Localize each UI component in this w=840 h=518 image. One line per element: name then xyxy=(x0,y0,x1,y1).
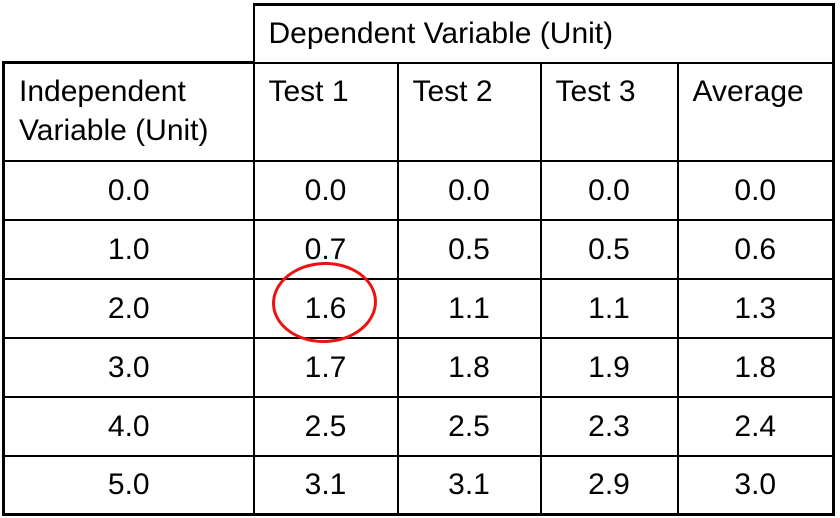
table-cell: 1.7 xyxy=(252,336,399,398)
group-header-row: Dependent Variable (Unit) xyxy=(3,3,835,64)
table-cell: 1.1 xyxy=(396,277,542,339)
column-header-test-2: Test 2 xyxy=(396,61,542,162)
table-cell: 0.0 xyxy=(676,159,835,221)
table-cell: 2.5 xyxy=(252,395,399,457)
table-cell-circled: 1.6 xyxy=(252,277,399,339)
dependent-variable-group-header: Dependent Variable (Unit) xyxy=(252,3,835,64)
table-row: 2.0 1.6 1.1 1.1 1.3 xyxy=(2,277,835,339)
table-cell: 3.1 xyxy=(252,454,399,516)
table-row: 1.0 0.7 0.5 0.5 0.6 xyxy=(2,218,835,280)
table-cell: 1.3 xyxy=(676,277,835,339)
table-cell: 2.5 xyxy=(396,395,542,457)
row-header-cell: 1.0 xyxy=(2,218,255,280)
empty-corner-cell xyxy=(3,4,255,64)
table-cell: 2.3 xyxy=(539,395,679,457)
independent-variable-header: Independent Variable (Unit) xyxy=(2,61,255,162)
table-cell: 1.9 xyxy=(539,336,679,398)
row-header-cell: 0.0 xyxy=(2,159,255,221)
table-cell: 0.7 xyxy=(252,218,399,280)
row-header-cell: 3.0 xyxy=(2,336,255,398)
column-header-average: Average xyxy=(676,61,835,162)
column-header-test-1: Test 1 xyxy=(252,61,399,162)
data-table: Dependent Variable (Unit) Independent Va… xyxy=(2,3,835,516)
table-cell: 1.8 xyxy=(396,336,542,398)
table-cell: 1.8 xyxy=(676,336,835,398)
column-header-row: Independent Variable (Unit) Test 1 Test … xyxy=(2,61,835,162)
table-row: 4.0 2.5 2.5 2.3 2.4 xyxy=(2,395,835,457)
table-cell: 1.1 xyxy=(539,277,679,339)
table-cell: 0.0 xyxy=(396,159,542,221)
table-row: 3.0 1.7 1.8 1.9 1.8 xyxy=(2,336,835,398)
row-header-cell: 4.0 xyxy=(2,395,255,457)
table-cell: 3.0 xyxy=(676,454,835,516)
table-cell: 2.9 xyxy=(539,454,679,516)
row-header-cell: 5.0 xyxy=(2,454,255,516)
table-cell: 2.4 xyxy=(676,395,835,457)
table-cell: 3.1 xyxy=(396,454,542,516)
table-cell: 0.6 xyxy=(676,218,835,280)
column-header-test-3: Test 3 xyxy=(539,61,679,162)
row-header-cell: 2.0 xyxy=(2,277,255,339)
table-cell: 0.5 xyxy=(396,218,542,280)
table-cell: 0.0 xyxy=(252,159,399,221)
table-row: 0.0 0.0 0.0 0.0 0.0 xyxy=(2,159,835,221)
table-row: 5.0 3.1 3.1 2.9 3.0 xyxy=(2,454,835,516)
table-cell: 0.0 xyxy=(539,159,679,221)
table-cell: 0.5 xyxy=(539,218,679,280)
